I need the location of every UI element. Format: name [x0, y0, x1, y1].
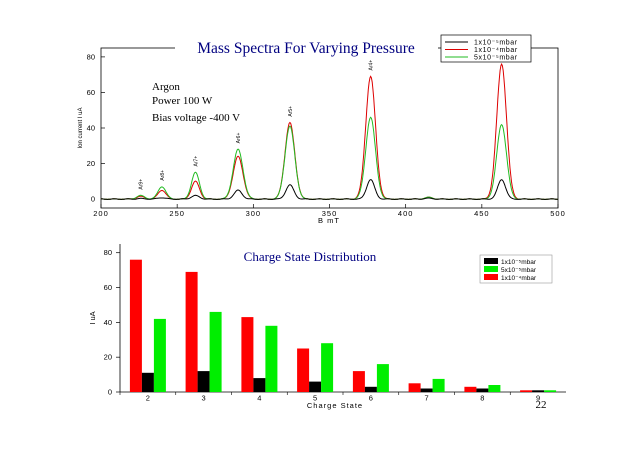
bar: [141, 372, 154, 392]
bars-x-tick-label: 2: [146, 394, 150, 403]
peak-label: Ar6+: [236, 133, 242, 144]
bar: [153, 318, 166, 392]
bars-x-axis: 2 3 4 5 6 7 8 9: [119, 392, 540, 403]
spectra-y-label: Ion current I uA: [78, 107, 84, 148]
bars-x-tick-label: 8: [480, 394, 484, 403]
spectra-series-line: [100, 179, 559, 200]
bars-x-tick-label: 9: [536, 394, 540, 403]
bars-legend-label-5e5: 5x10⁻⁵mbar: [501, 267, 537, 274]
legend-swatch-5e5: [484, 266, 498, 272]
bar: [352, 371, 365, 392]
legend-label-5e5: 5x10⁻⁵mbar: [474, 55, 518, 62]
bar: [197, 371, 210, 392]
spectra-title-background: [175, 37, 438, 57]
spectra-y-tick-label: 40: [87, 124, 95, 133]
bar: [129, 259, 142, 392]
bars-series-group: [129, 259, 557, 392]
bars-x-tick-label: 7: [425, 394, 429, 403]
peak-label: Ar7+: [193, 156, 199, 167]
spectra-y-axis: 0 20 40 60 80: [87, 52, 105, 204]
spectra-y-tick-label: 0: [91, 195, 95, 204]
legend-label-1e4: 1x10⁻⁴mbar: [474, 47, 518, 54]
bars-y-tick-label: 80: [104, 248, 112, 257]
spectra-x-tick-label: 350: [322, 209, 338, 218]
spectra-x-tick-label: 400: [398, 209, 414, 218]
bars-x-label: Charge State: [307, 401, 363, 410]
spectra-y-tick-label: 60: [87, 88, 95, 97]
spectra-x-tick-label: 200: [93, 209, 109, 218]
bar: [544, 390, 557, 392]
spectra-x-tick-label: 500: [550, 209, 566, 218]
spectra-x-tick-label: 450: [474, 209, 490, 218]
bars-y-tick-label: 40: [104, 318, 112, 327]
bars-x-tick-label: 3: [202, 394, 206, 403]
spectra-y-tick-label: 80: [87, 52, 95, 61]
bars-x-tick-label: 5: [313, 394, 317, 403]
spectra-x-tick-label: 250: [169, 209, 185, 218]
bars-legend: 1x10⁻⁵mbar 5x10⁻⁵mbar 1x10⁻⁴mbar: [479, 254, 553, 284]
bar: [520, 390, 533, 392]
bars-y-tick-label: 20: [104, 353, 112, 362]
legend-swatch-1e5: [484, 258, 498, 264]
peak-label: Ar4+: [369, 60, 375, 71]
bars-y-tick-label: 0: [108, 388, 112, 397]
bar: [376, 364, 389, 392]
spectra-x-axis: 200 250 300 350 400 450 500: [93, 204, 566, 218]
bars-y-tick-label: 60: [104, 283, 112, 292]
peak-label: Ar9+: [139, 179, 145, 190]
bars-y-label: I uA: [88, 311, 97, 324]
spectra-y-tick-label: 20: [87, 159, 95, 168]
bar: [321, 343, 334, 392]
bar: [241, 317, 254, 392]
spectra-series-line: [100, 116, 559, 200]
bar: [432, 378, 445, 392]
bar: [209, 311, 222, 392]
spectra-legend-box: [440, 34, 532, 63]
bar: [185, 271, 198, 392]
bar: [408, 383, 421, 392]
bars-y-axis: 0 20 40 60 80: [104, 248, 120, 397]
spectra-legend: 1x10⁻⁵mbar 1x10⁻⁴mbar 5x10⁻⁵mbar: [440, 34, 532, 63]
spectra-series-group: [100, 62, 559, 200]
bars-title: Charge State Distribution: [244, 249, 377, 264]
bars-legend-label-1e5: 1x10⁻⁵mbar: [501, 259, 537, 266]
bars-x-tick-label: 6: [369, 394, 373, 403]
bar: [464, 386, 477, 392]
bars-x-tick-label: 4: [257, 394, 261, 403]
annotation-power: Power 100 W: [152, 95, 213, 107]
spectra-x-label: B mT: [318, 216, 340, 225]
bars-legend-label-1e4: 1x10⁻⁴mbar: [501, 275, 537, 282]
bar: [265, 325, 278, 392]
peak-label: Ar8+: [160, 170, 166, 181]
spectra-plot-frame: [100, 47, 559, 209]
bar: [297, 348, 310, 392]
bar: [488, 385, 501, 392]
peak-label: Ar5+: [288, 106, 294, 117]
bar: [253, 378, 266, 392]
annotation-bias: Bias voltage -400 V: [152, 112, 240, 124]
charge-state-chart: 0 20 40 60 80 2 3 4 5 6 7 8 9 Charge State Distribu…: [88, 244, 566, 410]
page-number: 22: [536, 399, 547, 411]
bar: [476, 388, 489, 392]
spectra-x-tick-label: 300: [246, 209, 262, 218]
bar: [420, 388, 433, 392]
bar: [364, 386, 377, 392]
legend-swatch-1e4: [484, 274, 498, 280]
bar: [309, 381, 322, 392]
spectra-title: Mass Spectra For Varying Pressure: [197, 40, 415, 57]
bar: [532, 390, 545, 392]
mass-spectra-chart: 0 20 40 60 80 200 250 300 350 400 450 500 Ar9+ Ar8+…: [78, 34, 566, 225]
legend-label-1e5: 1x10⁻⁵mbar: [474, 40, 518, 47]
annotation-gas: Argon: [152, 81, 180, 93]
